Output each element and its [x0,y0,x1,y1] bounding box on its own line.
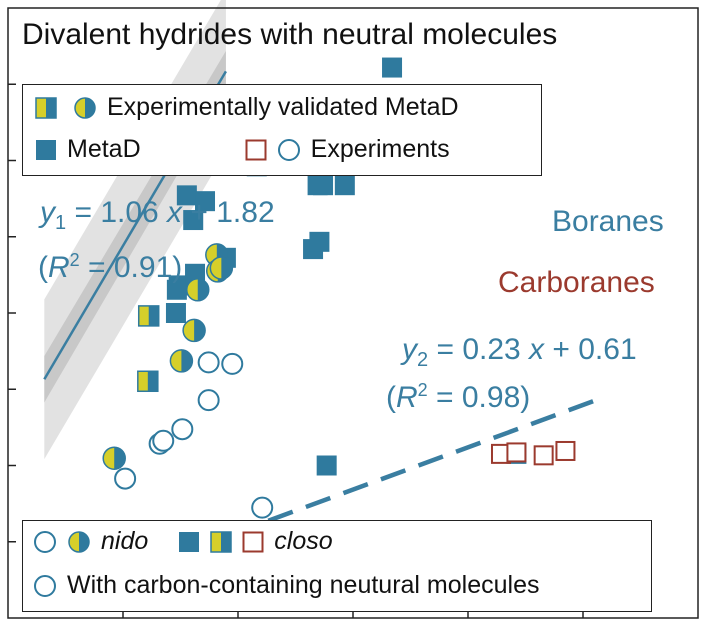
validated-circle-point [186,278,210,302]
metad-point [165,303,186,323]
metad-point [176,185,197,206]
legend-row-types: nido closo [33,527,333,556]
circle-open-icon [34,530,56,553]
carbon-label: With carbon-containing neutural molecule… [67,571,540,599]
validated-circle-point [182,318,206,343]
experiment-nido-point [197,351,220,374]
square-filled-icon [179,531,200,552]
plot-frame [7,7,699,619]
square-open-icon [242,531,264,552]
chart-title: Divalent hydrides with neutral molecules [22,18,558,51]
validated-circle-point [169,349,194,373]
equation-2: y2 = 0.23 x + 0.61 [402,333,637,371]
metad-point [308,173,329,194]
experiment-nido-point [152,429,175,452]
square-open-icon [245,139,267,160]
validated-square-point [137,370,159,393]
r2-1: (R2 = 0.91) [38,250,183,284]
experiment-closo-point [533,445,554,466]
metad-point [183,210,204,231]
half-square-icon [210,530,233,553]
experiment-nido-point [197,389,220,412]
legend-validated-label: Experimentally validated MetaD [107,93,459,121]
circle-open-icon [277,138,300,161]
metad-point [166,279,187,300]
nido-label: nido [101,527,149,555]
metad-point [309,231,330,252]
metad-point [316,455,337,476]
r2-2: (R2 = 0.98) [386,380,531,414]
equation-1: y1 = 1.06 x + 1.82 [40,196,275,234]
metad-point [334,175,355,196]
validated-square-point [137,305,160,327]
experiment-nido-point [171,418,194,441]
validated-circle-point [209,256,234,280]
half-square-icon [35,96,57,119]
legend-metad-label: MetaD [67,135,141,163]
legend-row-validated: Experimentally validated MetaD [35,93,459,122]
experiment-closo-point [506,442,527,463]
carboranes-label: Carboranes [498,266,655,299]
experiment-closo-point [555,440,576,461]
metad-point [195,191,216,212]
legend-top: Experimentally validated MetaD MetaD Exp… [22,84,542,176]
experiment-nido-point [114,467,137,490]
legend-bottom: nido closo With carbon-containing neutur… [22,520,652,612]
closo-label: closo [274,527,333,555]
half-circle-icon [74,96,96,119]
validated-circle-point [102,446,126,470]
legend-row-metad: MetaD Experiments [35,135,450,164]
boranes-label: Boranes [552,205,664,238]
square-filled-icon [36,139,56,160]
experiment-nido-point [251,496,274,519]
legend-row-carbon: With carbon-containing neutural molecule… [33,571,539,600]
circle-open-icon [34,574,56,597]
metad-point [382,57,403,78]
legend-experiments-label: Experiments [310,135,450,163]
half-circle-icon [68,530,90,553]
experiment-nido-point [221,352,244,375]
